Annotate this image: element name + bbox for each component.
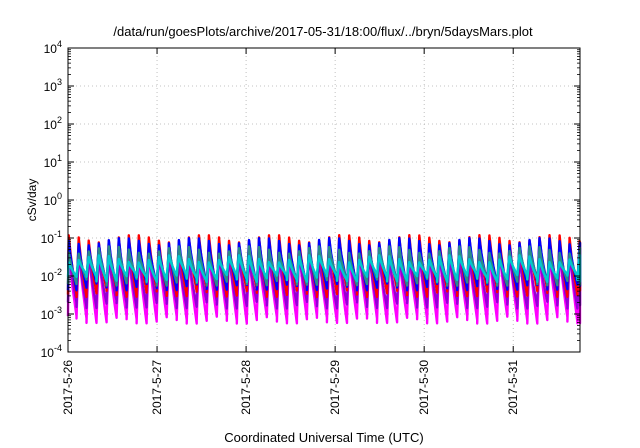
x-tick-label: 2017-5-30: [417, 360, 431, 415]
chart-title: /data/run/goesPlots/archive/2017-05-31/1…: [113, 24, 533, 39]
y-tick-label: 103: [44, 77, 62, 94]
x-tick-label: 2017-5-29: [328, 360, 342, 415]
series-layer: [66, 234, 582, 325]
y-tick-label: 10-3: [41, 305, 62, 322]
y-tick-label: 102: [44, 115, 62, 132]
y-axis: 10-4 10-3 10-2 10-1 100 101 102 103 104: [41, 39, 580, 360]
x-tick-label: 2017-5-26: [61, 360, 75, 415]
x-tick-label: 2017-5-27: [150, 360, 164, 415]
series-line: [66, 254, 582, 284]
y-tick-label: 10-2: [41, 267, 62, 284]
y-tick-label: 10-1: [41, 229, 62, 246]
x-tick-label: 2017-5-31: [506, 360, 520, 415]
y-axis-label: cSv/day: [25, 179, 39, 222]
y-tick-label: 101: [44, 153, 62, 170]
x-tick-label: 2017-5-28: [239, 360, 253, 415]
y-tick-label: 100: [44, 191, 62, 208]
x-axis: 2017-5-26 2017-5-27 2017-5-28 2017-5-29 2017…: [61, 48, 520, 415]
y-tick-label: 104: [44, 39, 62, 56]
y-tick-label: 10-4: [41, 343, 62, 360]
x-axis-label: Coordinated Universal Time (UTC): [224, 430, 423, 445]
